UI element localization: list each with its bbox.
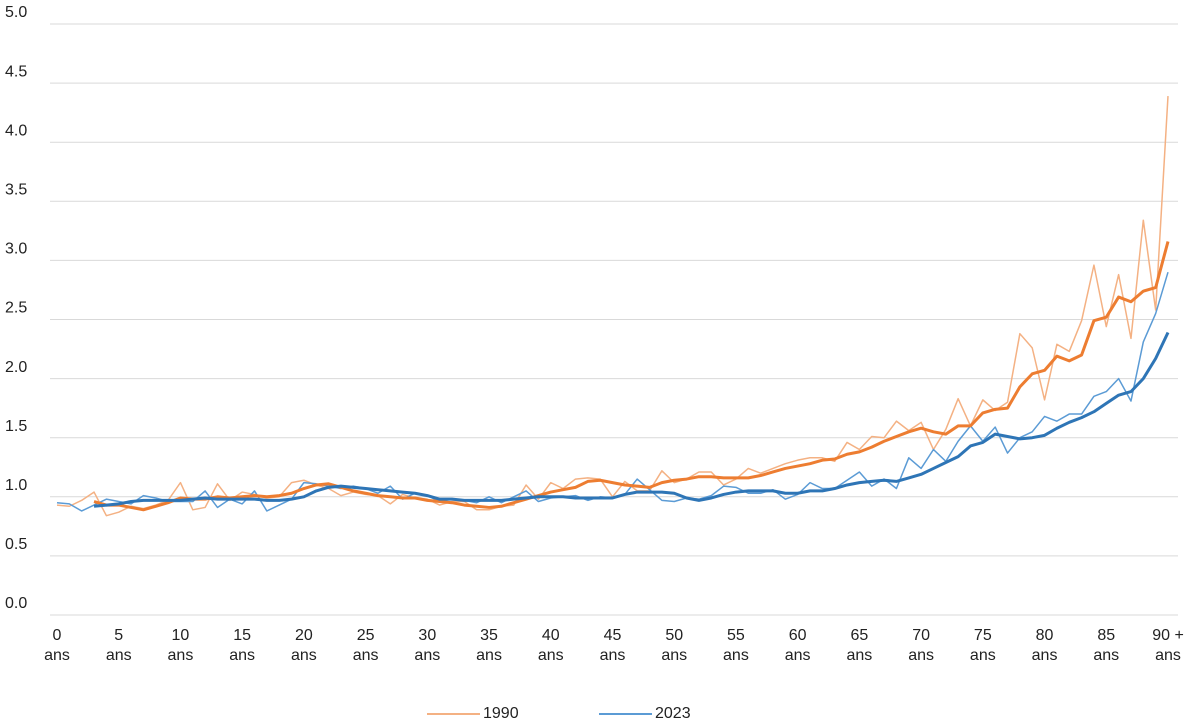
x-tick-label: 90 + ans <box>1152 627 1184 664</box>
x-tick-label: 50 ans <box>661 627 688 664</box>
x-tick-label: 40 ans <box>537 627 564 664</box>
legend-label: 2023 <box>655 705 691 722</box>
x-tick-label: 60 ans <box>784 627 811 664</box>
x-tick-label: 25 ans <box>352 627 379 664</box>
y-tick-label: 1.5 <box>5 418 27 435</box>
x-tick-label: 70 ans <box>908 627 934 664</box>
y-tick-label: 0.5 <box>5 536 27 553</box>
y-tick-label: 4.0 <box>5 122 27 139</box>
legend-label: 1990 <box>483 705 519 722</box>
x-tick-label: 10 ans <box>167 627 194 664</box>
x-tick-label: 75 ans <box>969 627 996 664</box>
x-tick-label: 80 ans <box>1031 627 1058 664</box>
series-line <box>56 96 1169 517</box>
x-tick-label: 5 ans <box>105 627 132 664</box>
x-tick-label: 30 ans <box>414 627 441 664</box>
x-tick-label: 55 ans <box>723 627 749 664</box>
series-line <box>56 272 1169 512</box>
y-tick-label: 2.5 <box>5 300 27 317</box>
x-tick-label: 45 ans <box>599 627 626 664</box>
series-line <box>93 331 1170 508</box>
x-tick-label: 35 ans <box>476 627 502 664</box>
x-tick-label: 85 ans <box>1093 627 1120 664</box>
y-tick-label: 2.0 <box>5 359 27 376</box>
x-tick-label: 15 ans <box>229 627 256 664</box>
y-tick-label: 3.0 <box>5 241 27 258</box>
y-tick-label: 3.5 <box>5 182 27 199</box>
y-tick-label: 4.5 <box>5 63 27 80</box>
x-tick-label: 65 ans <box>846 627 873 664</box>
x-tick-label: 0 ans <box>44 627 70 664</box>
series-line <box>93 241 1170 512</box>
y-tick-label: 0.0 <box>5 595 27 612</box>
y-tick-label: 1.0 <box>5 477 27 494</box>
x-tick-label: 20 ans <box>290 627 317 664</box>
y-tick-label: 5.0 <box>5 4 27 21</box>
